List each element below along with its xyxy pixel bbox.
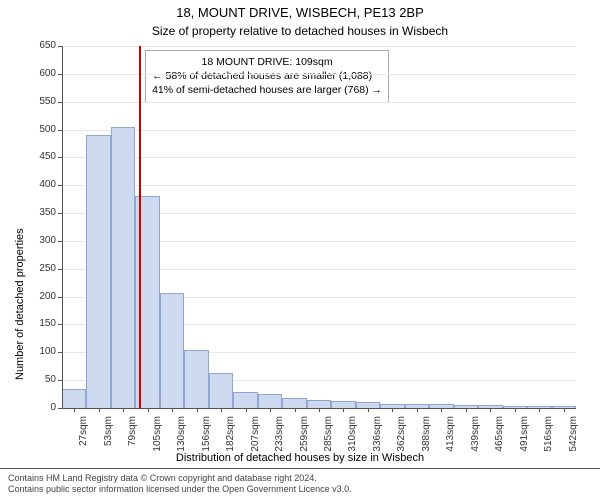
x-tick-label: 491sqm (519, 416, 530, 458)
x-tick-label: 516sqm (543, 416, 554, 458)
page-title: 18, MOUNT DRIVE, WISBECH, PE13 2BP (0, 4, 600, 22)
x-axis-line (62, 408, 576, 409)
histogram-bar (282, 398, 306, 408)
histogram-bar (184, 350, 208, 408)
chart-container: 18, MOUNT DRIVE, WISBECH, PE13 2BP Size … (0, 0, 600, 500)
callout-line-1: 18 MOUNT DRIVE: 109sqm (152, 55, 382, 69)
y-tick-label: 350 (39, 207, 56, 218)
y-axis-label: Number of detached properties (14, 228, 26, 380)
histogram-bar (209, 373, 233, 408)
histogram-bar (258, 394, 282, 408)
x-tick-label: 310sqm (347, 416, 358, 458)
y-tick-label: 400 (39, 179, 56, 190)
y-tick-label: 100 (39, 346, 56, 357)
footer-line-2: Contains public sector information licen… (8, 484, 592, 496)
marker-line (139, 46, 141, 408)
footer-line-1: Contains HM Land Registry data © Crown c… (8, 473, 592, 485)
y-tick-label: 300 (39, 235, 56, 246)
x-tick-label: 53sqm (103, 416, 114, 458)
histogram-bar (160, 293, 184, 408)
x-tick-label: 388sqm (421, 416, 432, 458)
subtitle: Size of property relative to detached ho… (0, 22, 600, 40)
y-tick-label: 450 (39, 151, 56, 162)
y-tick-label: 600 (39, 68, 56, 79)
callout-line-3: 41% of semi-detached houses are larger (… (152, 83, 382, 97)
histogram-bar (111, 127, 135, 408)
x-tick-label: 362sqm (396, 416, 407, 458)
x-tick-label: 542sqm (568, 416, 579, 458)
x-tick-label: 156sqm (201, 416, 212, 458)
histogram-bar (62, 389, 86, 408)
y-tick-label: 200 (39, 291, 56, 302)
marker-callout: 18 MOUNT DRIVE: 109sqm ← 58% of detached… (145, 50, 389, 103)
x-tick-label: 285sqm (323, 416, 334, 458)
x-tick-label: 233sqm (274, 416, 285, 458)
x-tick-label: 439sqm (470, 416, 481, 458)
callout-line-2: ← 58% of detached houses are smaller (1,… (152, 69, 382, 83)
histogram-bar (86, 135, 110, 408)
y-tick-label: 500 (39, 124, 56, 135)
y-tick-label: 650 (39, 40, 56, 51)
x-tick-label: 182sqm (225, 416, 236, 458)
x-tick-label: 79sqm (127, 416, 138, 458)
y-tick-label: 250 (39, 263, 56, 274)
footer: Contains HM Land Registry data © Crown c… (0, 468, 600, 500)
histogram-bar (307, 400, 331, 408)
x-tick-label: 413sqm (445, 416, 456, 458)
x-tick-label: 465sqm (494, 416, 505, 458)
x-tick-label: 105sqm (152, 416, 163, 458)
y-axis-line (62, 46, 63, 408)
subtitle-text: Size of property relative to detached ho… (152, 24, 448, 38)
y-tick-label: 50 (45, 374, 56, 385)
histogram-bar (331, 401, 355, 408)
x-tick-label: 259sqm (299, 416, 310, 458)
x-tick-label: 207sqm (250, 416, 261, 458)
y-tick-label: 550 (39, 96, 56, 107)
y-axis-label-text: Number of detached properties (14, 228, 26, 380)
y-tick-label: 0 (50, 402, 56, 413)
x-tick-label: 130sqm (176, 416, 187, 458)
x-tick-label: 336sqm (372, 416, 383, 458)
y-tick-label: 150 (39, 318, 56, 329)
histogram-bar (233, 392, 257, 408)
x-tick-label: 27sqm (78, 416, 89, 458)
address-line: 18, MOUNT DRIVE, WISBECH, PE13 2BP (176, 5, 424, 20)
